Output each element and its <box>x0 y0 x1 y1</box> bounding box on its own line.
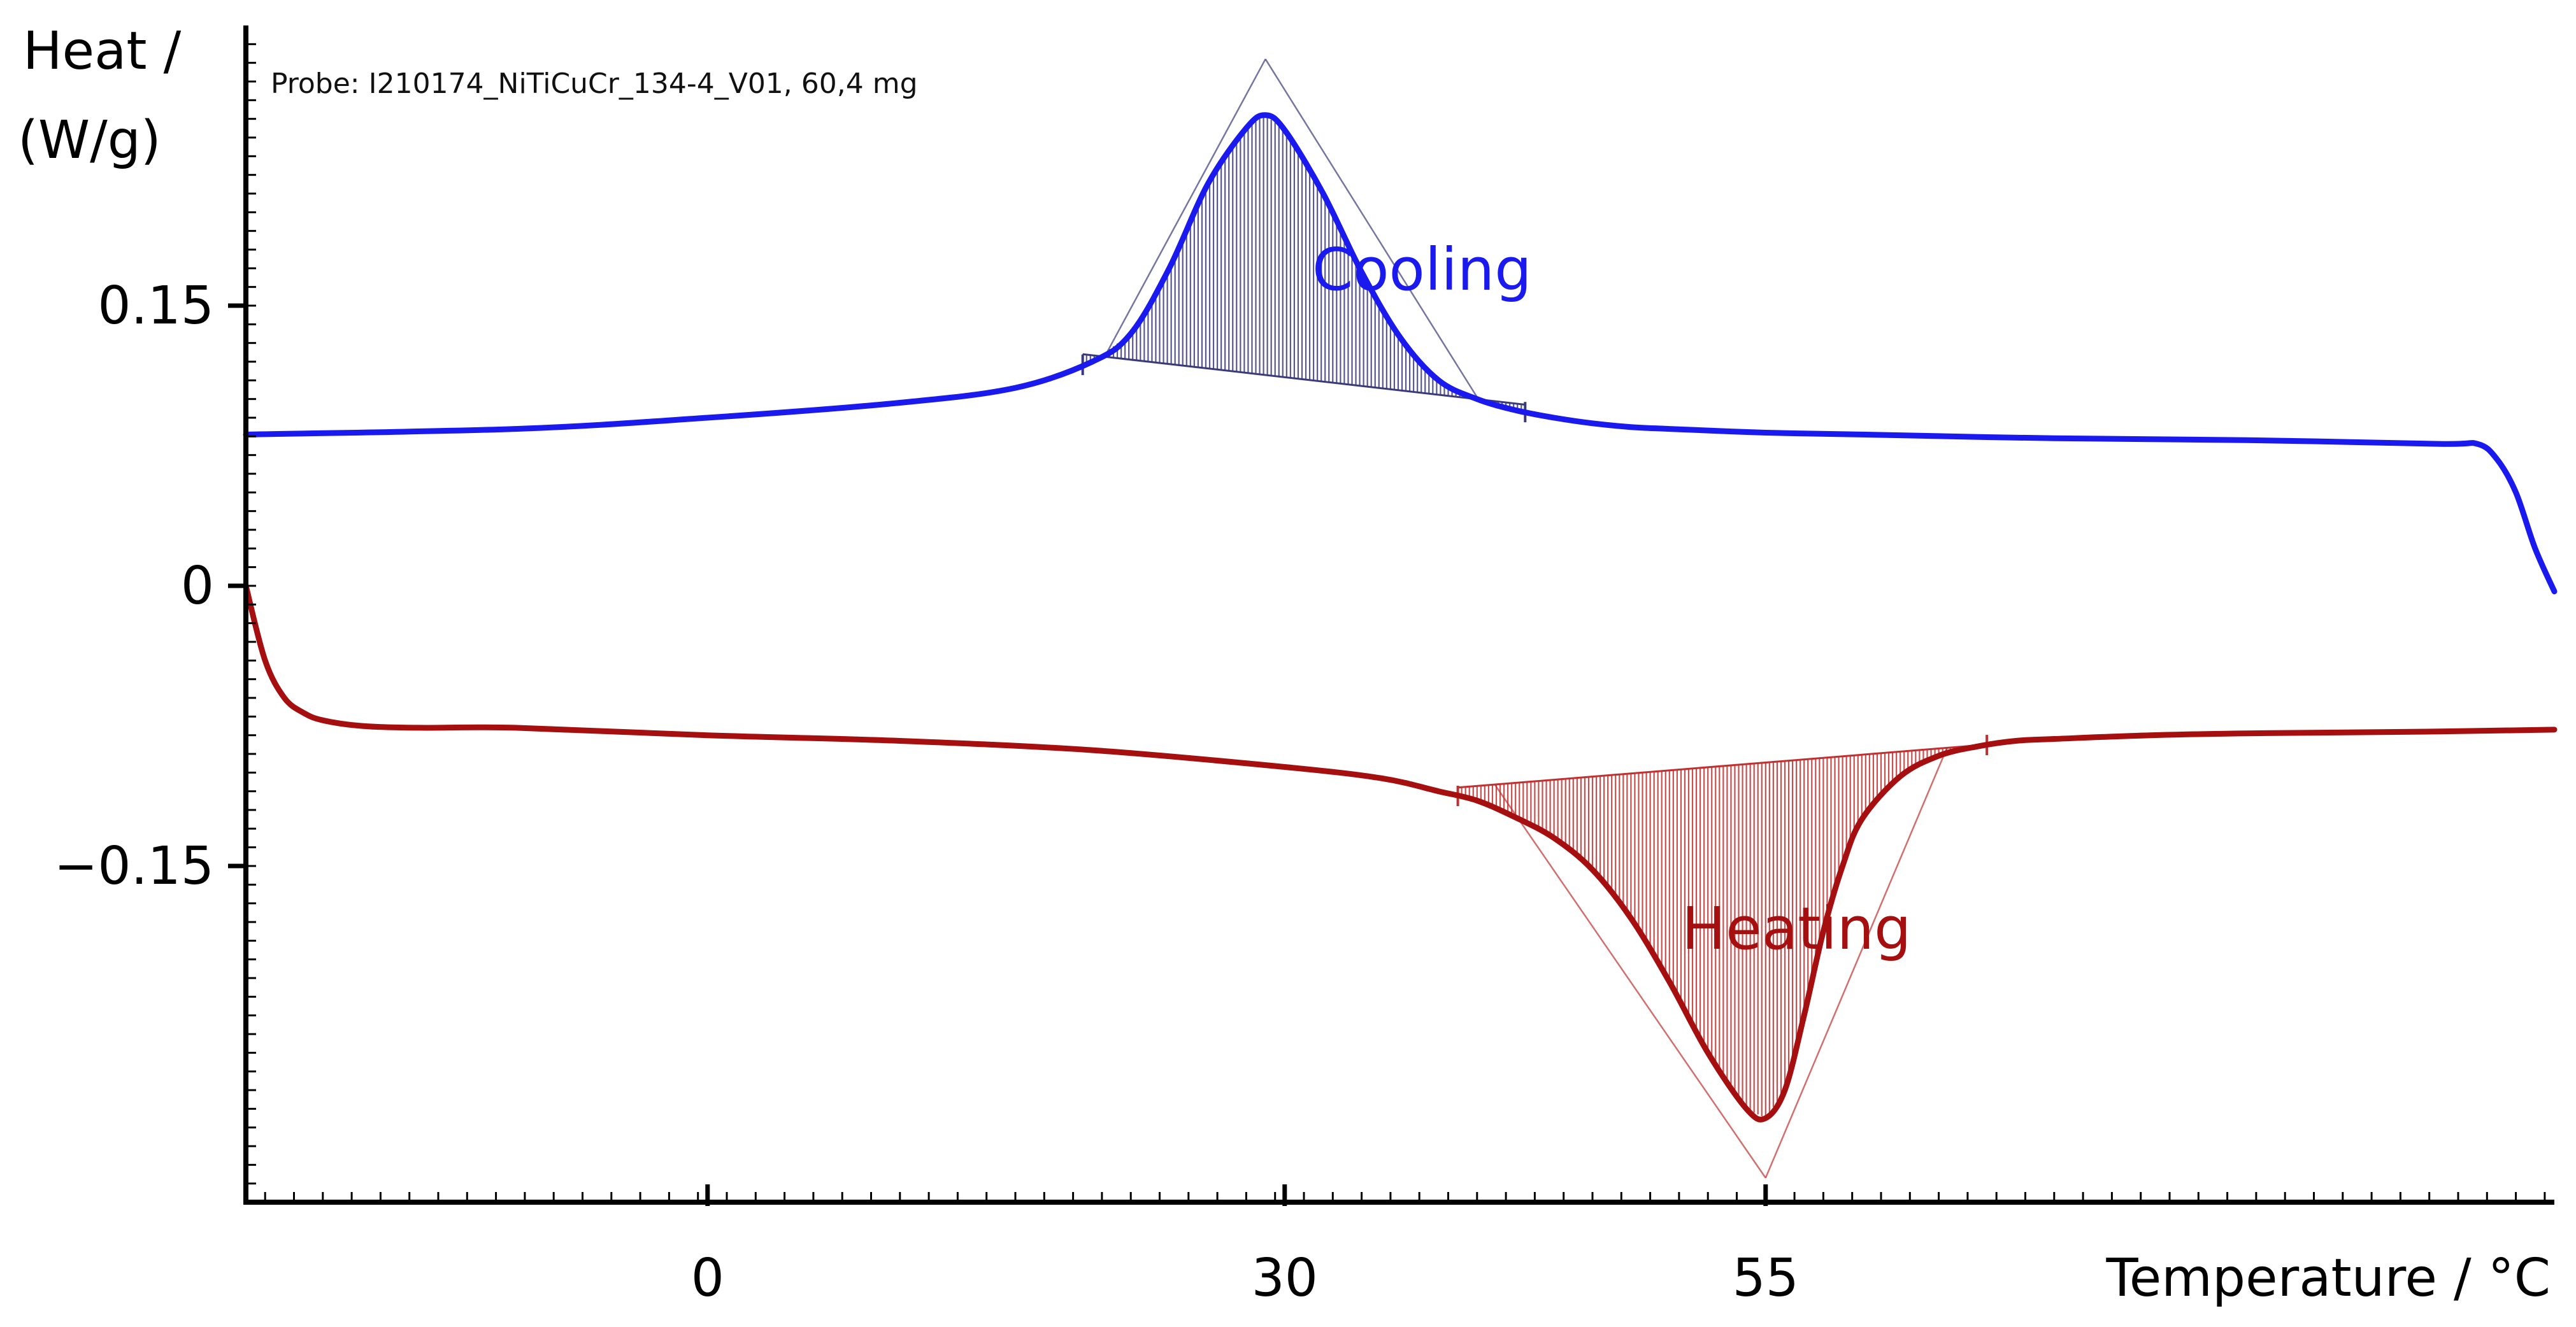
peak-tangent-lines <box>1081 59 1989 1179</box>
series-lines <box>243 112 2558 1123</box>
x-tick-label: 30 <box>1252 1248 1318 1309</box>
peak-baseline <box>1457 743 1987 789</box>
x-tick-label: 55 <box>1733 1248 1799 1309</box>
y-tick-label: 0 <box>181 556 214 616</box>
y-tick-label: 0.15 <box>97 276 214 336</box>
peak-area-hatching <box>1082 116 1986 1118</box>
peak-baseline <box>1082 353 1526 406</box>
peak-tangent-left <box>1104 59 1266 357</box>
peak-tangent-left <box>1494 784 1766 1179</box>
y-axis-label-line1: Heat / <box>23 21 182 82</box>
sample-annotation: Probe: I210174_NiTiCuCr_134-4_V01, 60,4 … <box>271 67 918 100</box>
y-axis-label-line2: (W/g) <box>18 110 161 171</box>
cooling-curve <box>243 112 2558 595</box>
x-tick-label: 0 <box>691 1248 724 1309</box>
heating-series-label: Heating <box>1682 895 1912 963</box>
x-axis-label: Temperature / °C <box>2106 1248 2551 1309</box>
peak-tangent-right <box>1264 59 1479 400</box>
heating-curve <box>243 583 2558 1123</box>
y-tick-label: −0.15 <box>54 836 214 897</box>
tick-labels: 0.15 0 −0.15 0 30 55 <box>54 276 1799 1309</box>
peak-tangent-right <box>1764 747 1948 1179</box>
cooling-series-label: Cooling <box>1312 236 1532 304</box>
major-ticks <box>228 303 1768 1206</box>
minor-ticks <box>246 43 2546 1203</box>
